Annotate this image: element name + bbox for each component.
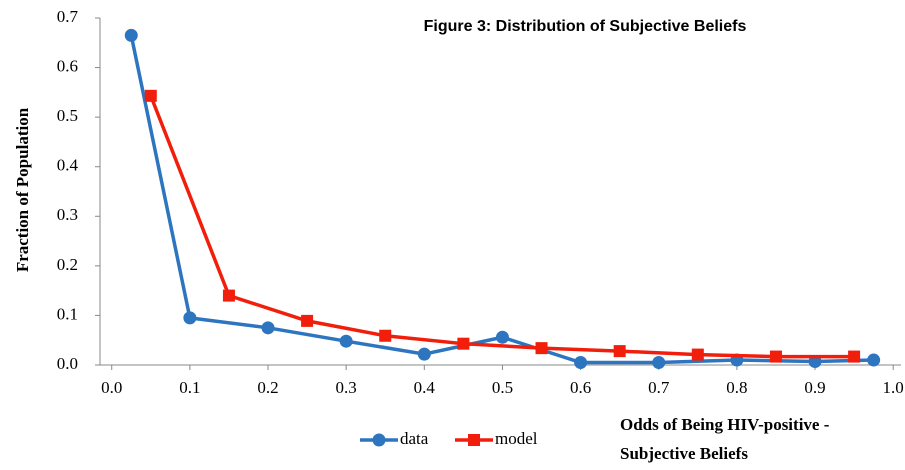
y-tick-label: 0.7	[57, 7, 79, 26]
legend-label: data	[400, 429, 429, 448]
marker	[261, 321, 275, 335]
x-tick-label: 0.2	[257, 378, 278, 397]
y-tick-label: 0.3	[57, 205, 78, 224]
marker	[379, 329, 392, 342]
marker	[301, 314, 314, 327]
x-tick-label: 0.5	[492, 378, 513, 397]
x-tick-label: 0.1	[179, 378, 200, 397]
marker	[339, 334, 353, 348]
x-axis-label: Subjective Beliefs	[620, 444, 748, 463]
marker	[613, 345, 626, 358]
y-tick-label: 0.1	[57, 304, 78, 323]
x-axis-label: Odds of Being HIV-positive -	[620, 415, 830, 434]
marker	[495, 330, 509, 344]
marker	[574, 356, 588, 370]
marker	[691, 348, 704, 361]
x-tick-label: 0.3	[336, 378, 357, 397]
marker	[417, 347, 431, 361]
y-axis-label: Fraction of Population	[13, 107, 32, 272]
x-tick-label: 0.7	[648, 378, 670, 397]
marker	[144, 89, 157, 102]
x-tick-label: 1.0	[883, 378, 904, 397]
y-tick-label: 0.0	[57, 354, 78, 373]
marker	[848, 350, 861, 363]
marker	[183, 311, 197, 325]
line	[149, 95, 855, 359]
y-tick-label: 0.4	[57, 156, 79, 175]
marker	[457, 337, 470, 350]
marker	[652, 356, 666, 370]
x-tick-label: 0.0	[101, 378, 122, 397]
marker	[124, 28, 138, 42]
y-tick-label: 0.5	[57, 106, 78, 125]
marker	[468, 434, 480, 446]
x-tick-label: 0.9	[804, 378, 825, 397]
x-tick-label: 0.6	[570, 378, 591, 397]
marker	[867, 353, 881, 367]
y-tick-label: 0.2	[57, 255, 78, 274]
marker	[769, 350, 782, 363]
x-tick-label: 0.4	[414, 378, 436, 397]
marker	[372, 433, 386, 447]
legend-label: model	[495, 429, 538, 448]
y-tick-label: 0.6	[57, 56, 78, 75]
marker	[535, 342, 548, 355]
line	[129, 34, 874, 365]
x-tick-label: 0.8	[726, 378, 747, 397]
chart-title: Figure 3: Distribution of Subjective Bel…	[424, 18, 747, 35]
marker	[222, 289, 235, 302]
